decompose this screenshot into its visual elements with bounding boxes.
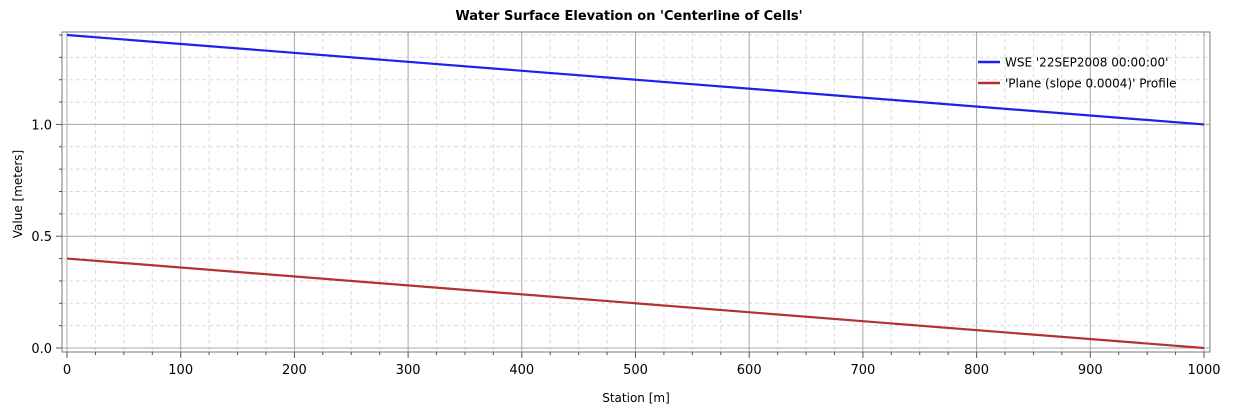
x-tick-label: 500 [623, 363, 648, 378]
legend-label: 'Plane (slope 0.0004)' Profile [1005, 77, 1177, 91]
legend-item: 'Plane (slope 0.0004)' Profile [978, 77, 1177, 91]
y-tick-label: 0.0 [31, 342, 52, 357]
y-tick-label: 0.5 [31, 230, 52, 245]
legend: WSE '22SEP2008 00:00:00' 'Plane (slope 0.… [978, 56, 1177, 91]
series-lines [66, 33, 1205, 350]
x-axis-label: Station [m] [602, 391, 670, 405]
x-tick-label: 1000 [1187, 363, 1220, 378]
x-tick-label: 0 [63, 363, 71, 378]
x-tick-label: 800 [964, 363, 989, 378]
axes: 0 100 200 300 400 500 600 700 800 900 1000 0.0 0.5 1.… [31, 31, 1221, 378]
series-line-2 [66, 257, 1205, 350]
y-axis-label: Value [meters] [11, 150, 25, 238]
grid [62, 32, 1210, 352]
x-tick-label: 900 [1078, 363, 1103, 378]
y-tick-label: 1.0 [31, 118, 52, 133]
x-tick-label: 200 [282, 363, 307, 378]
x-tick-label: 100 [168, 363, 193, 378]
x-tick-label: 400 [509, 363, 534, 378]
x-tick-label: 300 [396, 363, 421, 378]
legend-item: WSE '22SEP2008 00:00:00' [978, 56, 1168, 70]
x-tick-label: 700 [850, 363, 875, 378]
x-tick-label: 600 [737, 363, 762, 378]
chart-title: Water Surface Elevation on 'Centerline o… [455, 9, 802, 24]
legend-label: WSE '22SEP2008 00:00:00' [1005, 56, 1168, 70]
series-line-1 [66, 33, 1205, 126]
